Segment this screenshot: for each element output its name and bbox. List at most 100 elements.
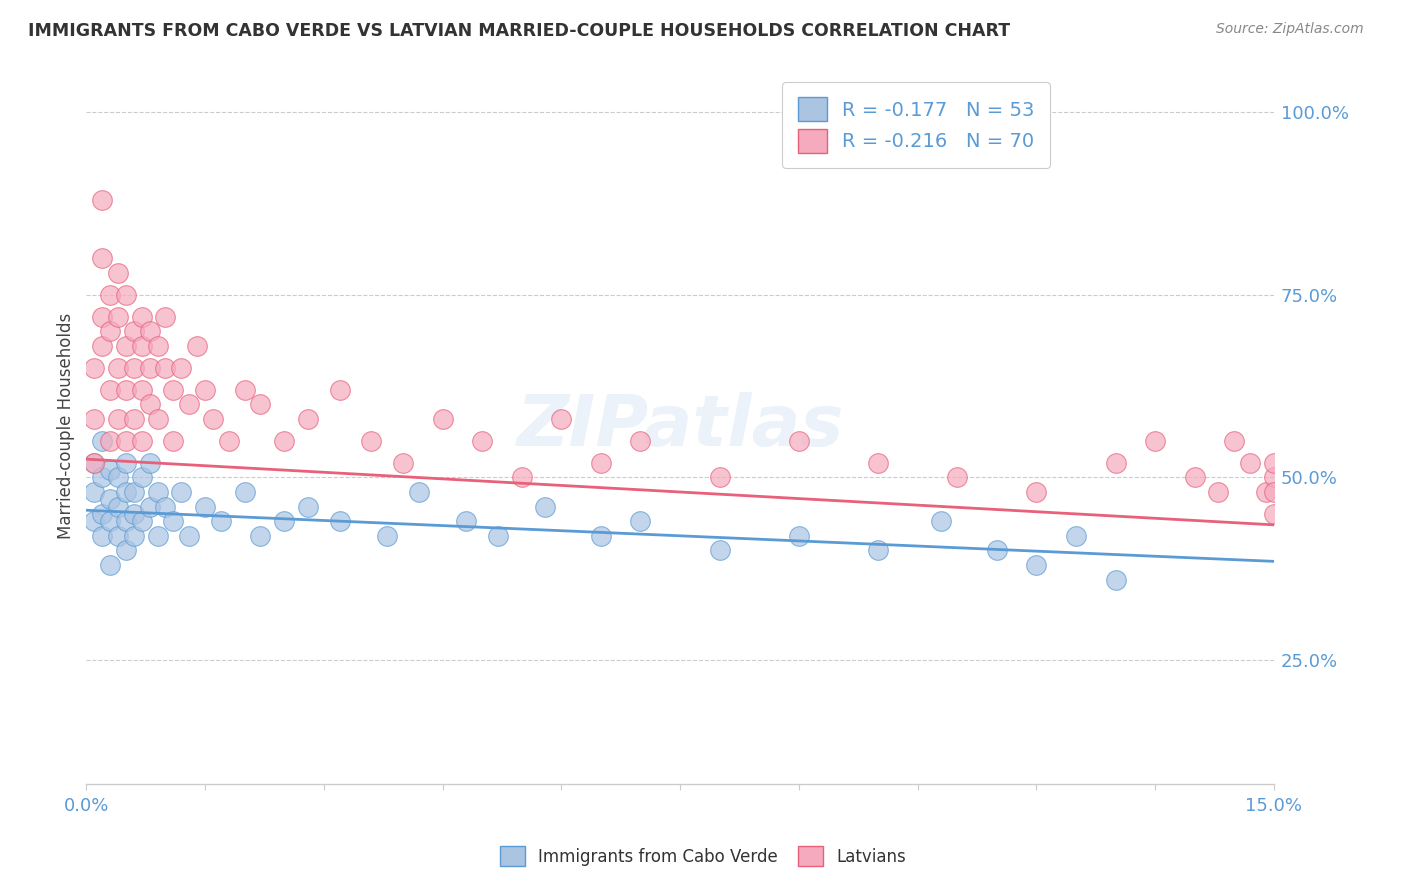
Point: [155, 500, 177, 514]
Point: [329, 383, 352, 397]
Point: [91, 252, 114, 266]
Point: [98, 514, 121, 528]
Point: [170, 360, 193, 375]
Point: [138, 500, 160, 514]
Point: [375, 529, 398, 543]
Point: [392, 456, 415, 470]
Point: [1104, 456, 1126, 470]
Point: [91, 470, 114, 484]
Point: [589, 529, 612, 543]
Point: [107, 412, 129, 426]
Text: ZIPatlas: ZIPatlas: [516, 392, 844, 461]
Point: [107, 310, 129, 324]
Point: [931, 514, 953, 528]
Point: [98, 434, 121, 448]
Point: [1263, 485, 1285, 500]
Point: [98, 383, 121, 397]
Point: [179, 529, 201, 543]
Point: [122, 412, 145, 426]
Point: [1025, 485, 1047, 500]
Point: [233, 485, 256, 500]
Point: [456, 514, 478, 528]
Point: [787, 529, 810, 543]
Point: [360, 434, 382, 448]
Point: [1184, 470, 1206, 484]
Point: [201, 412, 224, 426]
Point: [83, 456, 105, 470]
Point: [329, 514, 352, 528]
Point: [83, 360, 105, 375]
Point: [138, 397, 160, 411]
Point: [249, 397, 271, 411]
Point: [408, 485, 430, 500]
Text: IMMIGRANTS FROM CABO VERDE VS LATVIAN MARRIED-COUPLE HOUSEHOLDS CORRELATION CHAR: IMMIGRANTS FROM CABO VERDE VS LATVIAN MA…: [28, 22, 1011, 40]
Point: [146, 529, 169, 543]
Point: [1025, 558, 1047, 572]
Point: [1104, 573, 1126, 587]
Point: [866, 456, 889, 470]
Text: Source: ZipAtlas.com: Source: ZipAtlas.com: [1216, 22, 1364, 37]
Point: [486, 529, 509, 543]
Point: [155, 360, 177, 375]
Point: [297, 412, 319, 426]
Point: [115, 383, 138, 397]
Point: [146, 485, 169, 500]
Point: [1064, 529, 1087, 543]
Y-axis label: Married-couple Households: Married-couple Households: [58, 313, 75, 540]
Point: [115, 434, 138, 448]
Point: [115, 514, 138, 528]
Point: [218, 434, 240, 448]
Point: [107, 360, 129, 375]
Point: [131, 310, 153, 324]
Point: [550, 412, 572, 426]
Point: [138, 360, 160, 375]
Point: [91, 310, 114, 324]
Point: [162, 434, 184, 448]
Point: [1208, 485, 1230, 500]
Point: [986, 543, 1008, 558]
Point: [630, 434, 652, 448]
Point: [534, 500, 557, 514]
Point: [297, 500, 319, 514]
Point: [155, 310, 177, 324]
Point: [98, 558, 121, 572]
Point: [273, 434, 295, 448]
Point: [946, 470, 969, 484]
Point: [91, 193, 114, 207]
Point: [138, 456, 160, 470]
Point: [131, 434, 153, 448]
Point: [115, 339, 138, 353]
Point: [1144, 434, 1167, 448]
Point: [1223, 434, 1246, 448]
Point: [146, 412, 169, 426]
Point: [115, 456, 138, 470]
Point: [107, 266, 129, 280]
Point: [432, 412, 454, 426]
Point: [146, 339, 169, 353]
Point: [709, 470, 731, 484]
Point: [162, 383, 184, 397]
Point: [709, 543, 731, 558]
Point: [170, 485, 193, 500]
Point: [131, 383, 153, 397]
Point: [91, 339, 114, 353]
Point: [630, 514, 652, 528]
Point: [471, 434, 494, 448]
Point: [122, 324, 145, 338]
Point: [115, 485, 138, 500]
Point: [866, 543, 889, 558]
Point: [209, 514, 232, 528]
Point: [115, 543, 138, 558]
Point: [162, 514, 184, 528]
Point: [249, 529, 271, 543]
Point: [131, 339, 153, 353]
Point: [1239, 456, 1261, 470]
Point: [115, 288, 138, 302]
Point: [186, 339, 208, 353]
Point: [131, 514, 153, 528]
Point: [122, 485, 145, 500]
Point: [107, 470, 129, 484]
Point: [1263, 507, 1285, 521]
Point: [589, 456, 612, 470]
Point: [91, 434, 114, 448]
